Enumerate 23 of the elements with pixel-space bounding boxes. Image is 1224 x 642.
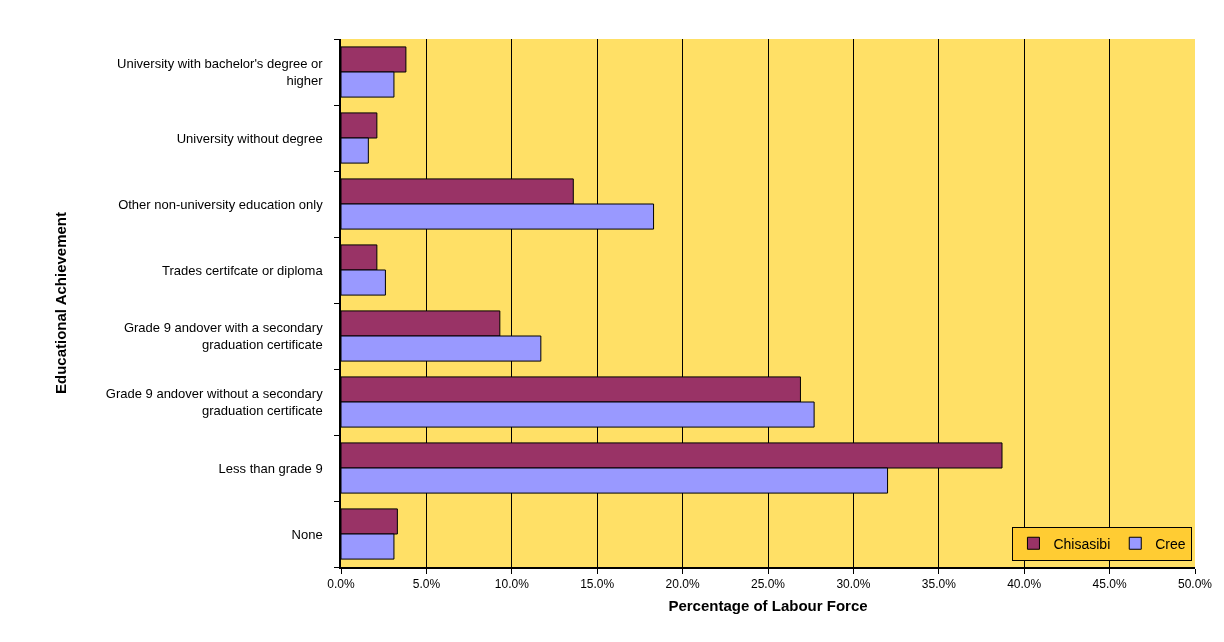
y-tick-label: University without degree <box>176 130 323 146</box>
x-tick-label: 40.0% <box>1007 577 1042 592</box>
x-tick-label: 20.0% <box>665 577 700 592</box>
x-tick-label: 10.0% <box>494 577 530 592</box>
x-tick-label: 45.0% <box>1092 577 1127 592</box>
x-tick-label: 25.0% <box>750 577 786 592</box>
y-tick-label: None <box>291 526 323 542</box>
x-tick-label: 30.0% <box>836 577 871 592</box>
legend-label: Chisasibi <box>1053 535 1111 552</box>
y-tick-label: Grade 9 andover without a secondary graduation certificate <box>105 386 324 418</box>
x-tick-label: 35.0% <box>921 577 957 592</box>
x-tick-label: 5.0% <box>412 577 441 592</box>
y-tick-label: Other non-university education only <box>118 196 324 212</box>
y-tick-label: Less than grade 9 <box>218 460 323 476</box>
x-tick-label: 15.0% <box>580 577 615 592</box>
y-tick-label: Grade 9 andover with a secondary graduation certificate <box>123 320 324 352</box>
legend-label: Cree <box>1155 535 1186 552</box>
x-tick-label: 50.0% <box>1177 577 1213 592</box>
x-tick-label: 0.0% <box>327 577 355 592</box>
x-axis-title: Percentage of Labour Force <box>668 596 868 614</box>
y-tick-label: Trades certifcate or diploma <box>162 262 324 278</box>
y-axis-title: Educational Achievement <box>51 212 69 394</box>
y-tick-label: University with bachelor's degree or higher <box>117 56 324 88</box>
